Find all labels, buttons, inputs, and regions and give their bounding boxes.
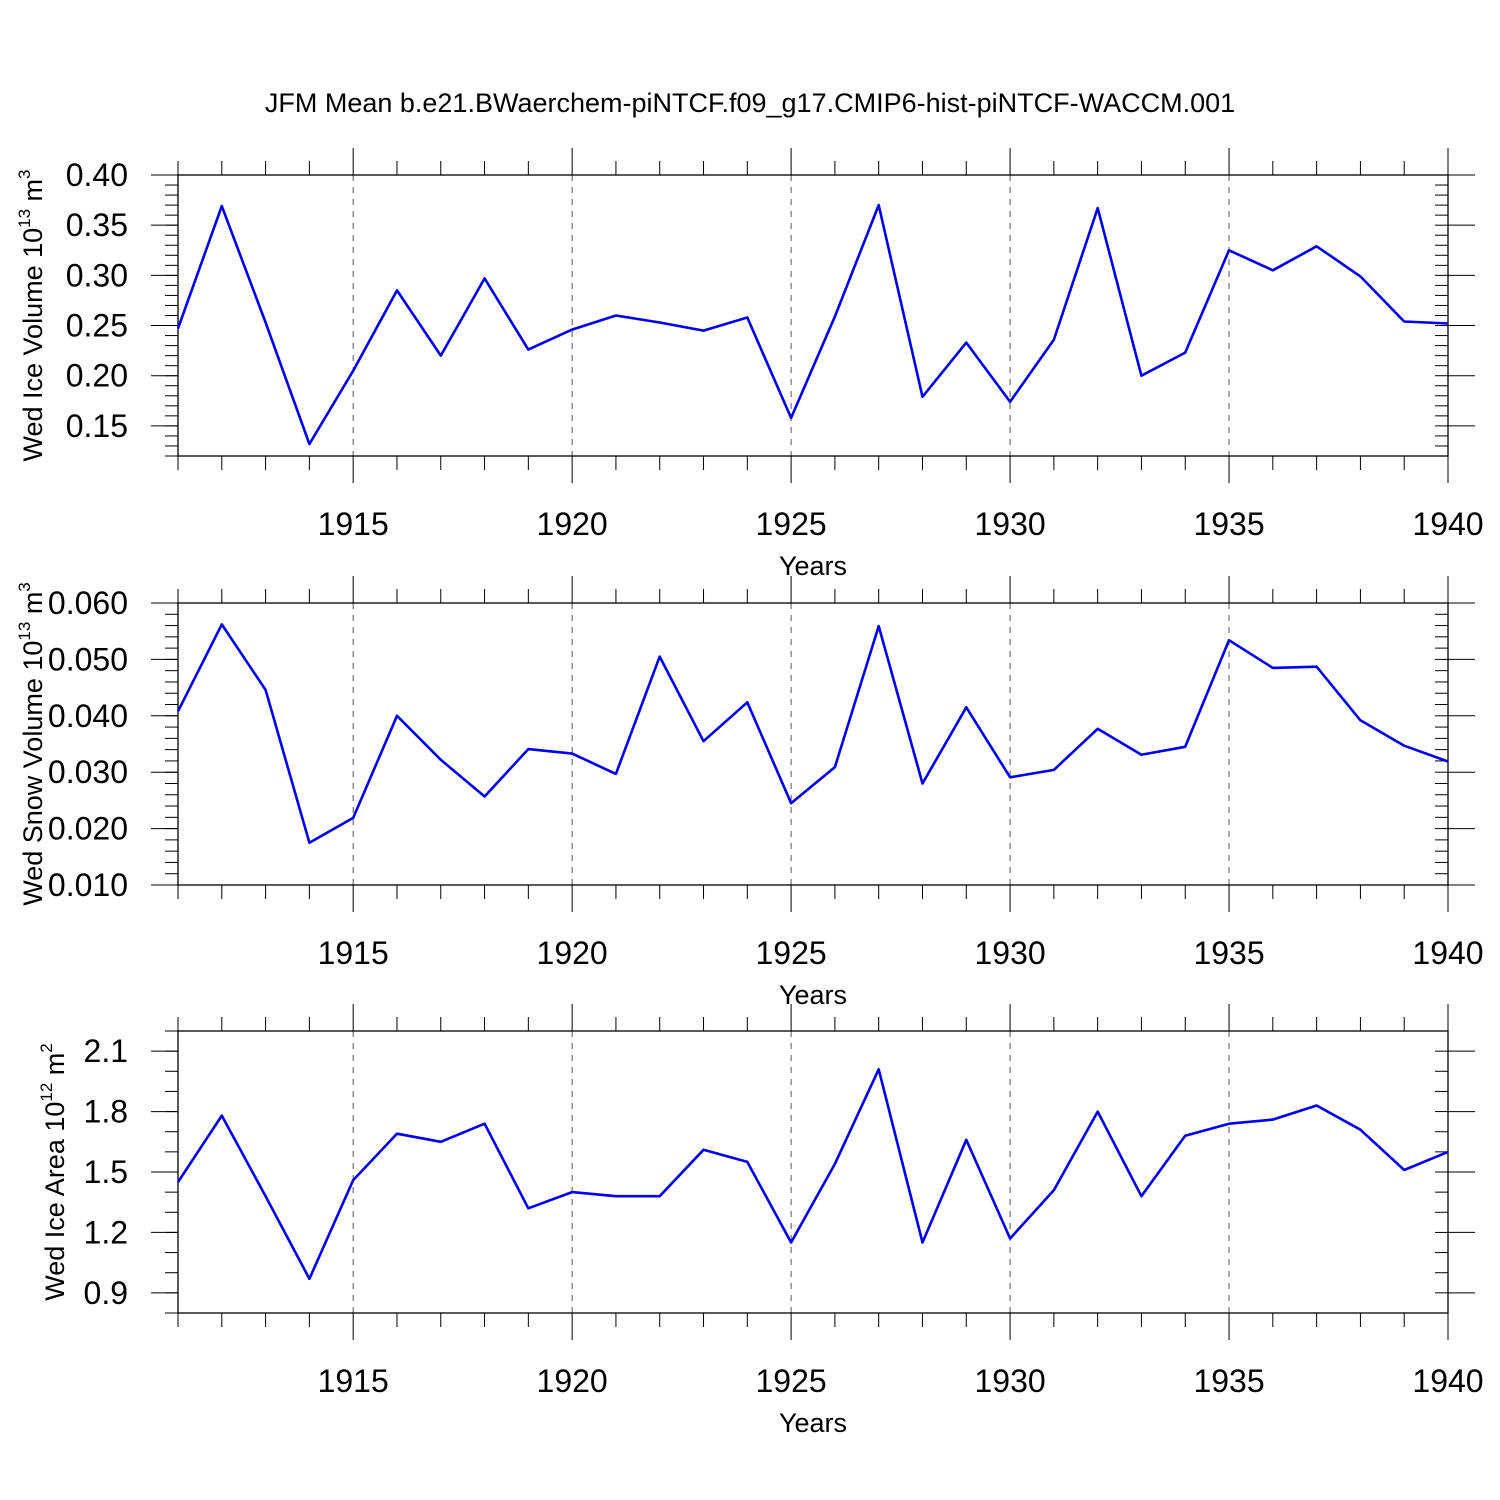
plot-frame bbox=[177, 174, 1449, 457]
x-tick-label: 1940 bbox=[1412, 506, 1483, 542]
x-tick-label: 1930 bbox=[974, 506, 1045, 542]
y-tick-label: 0.9 bbox=[84, 1275, 128, 1311]
y-axis-label-unit-exponent: 3 bbox=[15, 169, 34, 178]
y-tick-label: 1.5 bbox=[84, 1154, 128, 1190]
x-tick-label: 1940 bbox=[1412, 1363, 1483, 1399]
y-axis-label-exponent: 12 bbox=[37, 1083, 56, 1102]
x-tick-label: 1920 bbox=[537, 935, 608, 971]
x-tick-label: 1935 bbox=[1193, 935, 1264, 971]
y-axis-label-text: Wed Snow Volume 10 bbox=[18, 641, 48, 906]
y-axis-label: Wed Snow Volume 1013 m3 bbox=[15, 582, 48, 906]
x-tick-label: 1915 bbox=[318, 935, 389, 971]
y-axis-label: Wed Ice Volume 1013 m3 bbox=[15, 169, 48, 461]
panel-1: 0.15 0.20 0.25 0.30 0.35 0.40 1915 1920 1925 1930… bbox=[15, 148, 1484, 581]
y-tick-label: 0.15 bbox=[66, 408, 128, 444]
y-tick-label: 1.8 bbox=[84, 1094, 128, 1130]
x-tick-label: 1930 bbox=[974, 935, 1045, 971]
y-tick-label: 0.060 bbox=[48, 585, 128, 621]
x-tick-label: 1935 bbox=[1193, 506, 1264, 542]
y-tick-label: 0.30 bbox=[66, 257, 128, 293]
series-line bbox=[176, 1068, 1449, 1281]
y-axis-label-unit: m bbox=[40, 1053, 70, 1083]
y-axis-label-unit: m bbox=[18, 592, 48, 622]
plot-frame bbox=[177, 602, 1449, 886]
x-tick-label: 1925 bbox=[756, 1363, 827, 1399]
series-line bbox=[176, 203, 1449, 446]
x-tick-label: 1940 bbox=[1412, 935, 1483, 971]
y-axis-label-text: Wed Ice Volume 10 bbox=[18, 228, 48, 462]
y-tick-label: 0.40 bbox=[66, 157, 128, 193]
y-axis-label: Wed Ice Area 1012 m2 bbox=[37, 1043, 70, 1301]
y-tick-label: 0.35 bbox=[66, 207, 128, 243]
x-tick-label: 1920 bbox=[537, 506, 608, 542]
x-tick-label: 1935 bbox=[1193, 1363, 1264, 1399]
panel-2: 0.010 0.020 0.030 0.040 0.050 0.060 1915 1920 19… bbox=[15, 576, 1484, 1010]
figure-title: JFM Mean b.e21.BWaerchem-piNTCF.f09_g17.… bbox=[265, 88, 1235, 118]
y-tick-label: 0.050 bbox=[48, 641, 128, 677]
x-tick-label: 1915 bbox=[318, 506, 389, 542]
x-axis-label: Years bbox=[779, 1408, 847, 1438]
x-tick-label: 1930 bbox=[974, 1363, 1045, 1399]
x-tick-label: 1925 bbox=[756, 935, 827, 971]
y-tick-label: 0.25 bbox=[66, 308, 128, 344]
y-tick-label: 0.020 bbox=[48, 811, 128, 847]
y-axis-label-exponent: 13 bbox=[15, 209, 34, 228]
plot-frame bbox=[177, 1030, 1449, 1314]
y-axis-label-text: Wed Ice Area 10 bbox=[40, 1102, 70, 1301]
y-tick-label: 0.040 bbox=[48, 698, 128, 734]
x-tick-label: 1915 bbox=[318, 1363, 389, 1399]
y-axis-label-unit-exponent: 3 bbox=[15, 582, 34, 591]
x-tick-label: 1920 bbox=[537, 1363, 608, 1399]
x-axis-label: Years bbox=[779, 551, 847, 581]
y-tick-label: 1.2 bbox=[84, 1214, 128, 1250]
y-tick-label: 0.20 bbox=[66, 358, 128, 394]
x-tick-label: 1925 bbox=[756, 506, 827, 542]
y-tick-label: 0.030 bbox=[48, 754, 128, 790]
y-axis-label-exponent: 13 bbox=[15, 622, 34, 641]
panel-3: 0.9 1.2 1.5 1.8 2.1 1915 1920 1925 1930 1935 1940 Y… bbox=[37, 1004, 1484, 1438]
series-line bbox=[176, 623, 1449, 845]
panels: 0.15 0.20 0.25 0.30 0.35 0.40 1915 1920 1925 1930… bbox=[15, 148, 1484, 1438]
y-tick-label: 2.1 bbox=[84, 1033, 128, 1069]
x-axis-label: Years bbox=[779, 980, 847, 1010]
y-axis-label-unit: m bbox=[18, 179, 48, 209]
y-tick-label: 0.010 bbox=[48, 867, 128, 903]
y-axis-label-unit-exponent: 2 bbox=[37, 1043, 56, 1052]
